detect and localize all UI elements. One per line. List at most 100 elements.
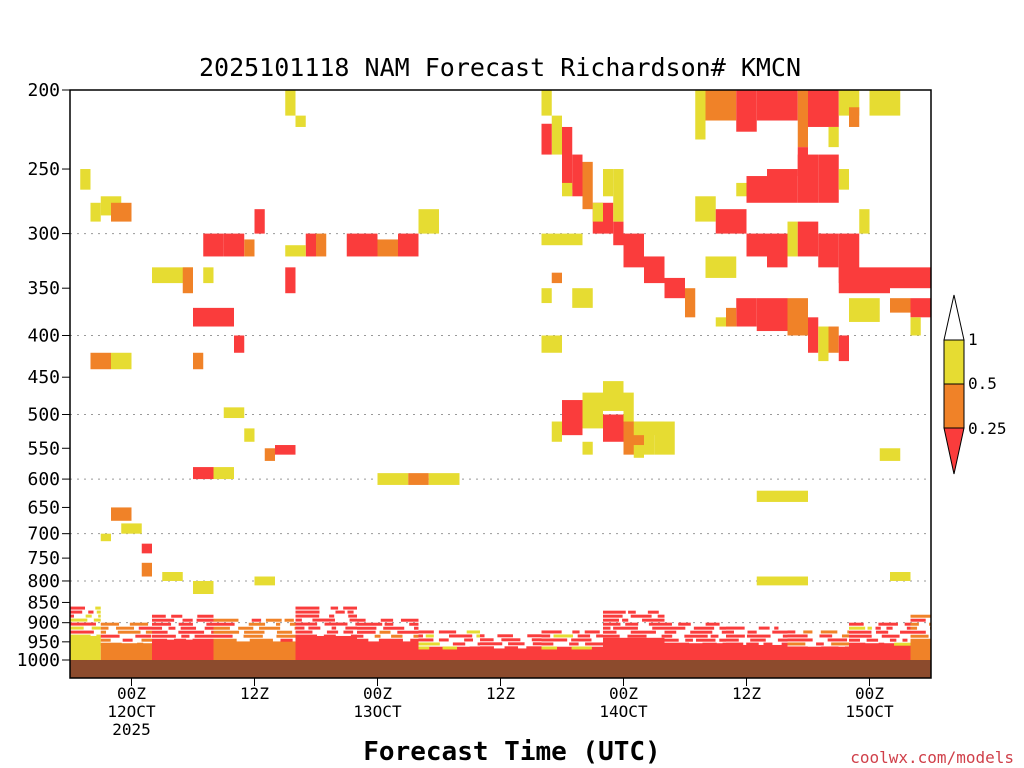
ri-cell	[941, 267, 972, 290]
surface-streak	[400, 618, 419, 622]
surface-streak	[572, 630, 580, 634]
surface-streak	[213, 634, 233, 638]
ri-cell	[203, 233, 224, 257]
ri-cell	[572, 154, 583, 197]
ri-cell	[141, 562, 152, 577]
ri-cell	[910, 298, 931, 318]
surface-streak	[329, 614, 335, 618]
ri-cell	[254, 209, 265, 234]
surface-streak	[452, 642, 466, 646]
surface-streak	[603, 626, 611, 630]
surface-streak	[1013, 619, 1024, 622]
surface-streak	[100, 634, 120, 638]
surface-streak	[1018, 635, 1024, 638]
surface-streak	[70, 630, 94, 634]
surface-streak	[782, 634, 788, 638]
y-tick-label: 950	[27, 632, 60, 653]
ri-cell	[244, 428, 255, 442]
surface-streak	[295, 622, 318, 626]
y-tick-label: 650	[27, 497, 60, 518]
surface-streak	[622, 618, 629, 622]
ri-cell	[213, 467, 234, 480]
ri-cell	[715, 209, 747, 234]
surface-streak	[469, 646, 480, 650]
ri-cell	[849, 107, 860, 127]
x-axis-label: Forecast Time (UTC)	[363, 737, 660, 767]
ri-cell	[705, 256, 737, 278]
ri-cell	[787, 298, 808, 336]
surface-streak	[85, 614, 92, 618]
surface-streak	[702, 642, 717, 646]
x-tick-label: 00Z	[363, 684, 392, 703]
surface-streak	[357, 634, 364, 638]
surface-streak	[910, 630, 926, 634]
y-tick-label: 850	[27, 592, 60, 613]
ri-cell	[931, 327, 941, 336]
surface-streak	[904, 622, 911, 626]
surface-streak	[295, 606, 320, 610]
surface-layer-base	[213, 641, 296, 660]
surface-streak	[585, 642, 603, 646]
ri-cell	[316, 233, 327, 257]
surface-streak	[349, 618, 357, 622]
credit-text: coolwx.com/models	[850, 748, 1014, 767]
surface-streak	[442, 646, 458, 650]
surface-streak	[168, 626, 176, 630]
surface-streak	[213, 622, 235, 626]
surface-streak	[972, 619, 983, 622]
x-tick-label: 12Z	[732, 684, 761, 703]
ri-cell	[346, 233, 378, 257]
surface-layer-base	[357, 641, 419, 660]
surface-streak	[308, 626, 321, 630]
surface-streak	[652, 626, 665, 630]
y-tick-label: 1000	[17, 650, 60, 671]
surface-streak	[553, 634, 573, 638]
surface-streak	[875, 626, 881, 630]
surface-streak	[990, 635, 1004, 638]
surface-streak	[380, 618, 394, 622]
surface-streak	[541, 634, 551, 638]
ri-cell	[377, 239, 398, 257]
surface-streak	[238, 626, 254, 630]
ri-cell	[603, 381, 624, 411]
ri-cell	[972, 124, 993, 143]
surface-streak	[719, 626, 726, 630]
surface-streak	[664, 638, 679, 642]
surface-streak	[100, 630, 107, 634]
surface-streak	[849, 626, 866, 630]
surface-streak	[466, 630, 480, 634]
surface-streak	[664, 622, 672, 626]
surface-streak	[910, 638, 931, 642]
surface-streak	[763, 642, 773, 646]
surface-streak	[355, 622, 357, 626]
ri-cell	[746, 233, 767, 257]
surface-streak	[526, 646, 542, 650]
surface-streak	[571, 646, 592, 650]
surface-streak	[116, 626, 135, 630]
surface-streak	[902, 638, 908, 642]
surface-streak	[383, 626, 405, 630]
surface-streak	[295, 630, 313, 634]
surface-streak	[1011, 627, 1015, 630]
surface-streak	[625, 622, 639, 626]
surface-streak	[152, 630, 168, 634]
surface-streak	[820, 630, 838, 634]
y-tick-label: 450	[27, 367, 60, 388]
ri-cell	[736, 182, 747, 197]
ri-cell	[633, 421, 665, 436]
surface-streak	[70, 614, 75, 618]
surface-streak	[603, 614, 623, 618]
surface-streak	[821, 646, 839, 650]
surface-streak	[1020, 627, 1024, 630]
surface-streak	[642, 618, 665, 622]
surface-streak	[413, 634, 419, 638]
surface-streak	[584, 630, 600, 634]
ri-cell	[952, 222, 962, 246]
surface-streak	[910, 622, 919, 626]
surface-streak	[972, 627, 987, 630]
ri-cell	[275, 445, 296, 455]
x-tick-label: 14OCT	[599, 702, 648, 721]
surface-streak	[378, 638, 403, 642]
x-tick-label: 2025	[112, 720, 151, 739]
surface-streak	[647, 610, 659, 614]
